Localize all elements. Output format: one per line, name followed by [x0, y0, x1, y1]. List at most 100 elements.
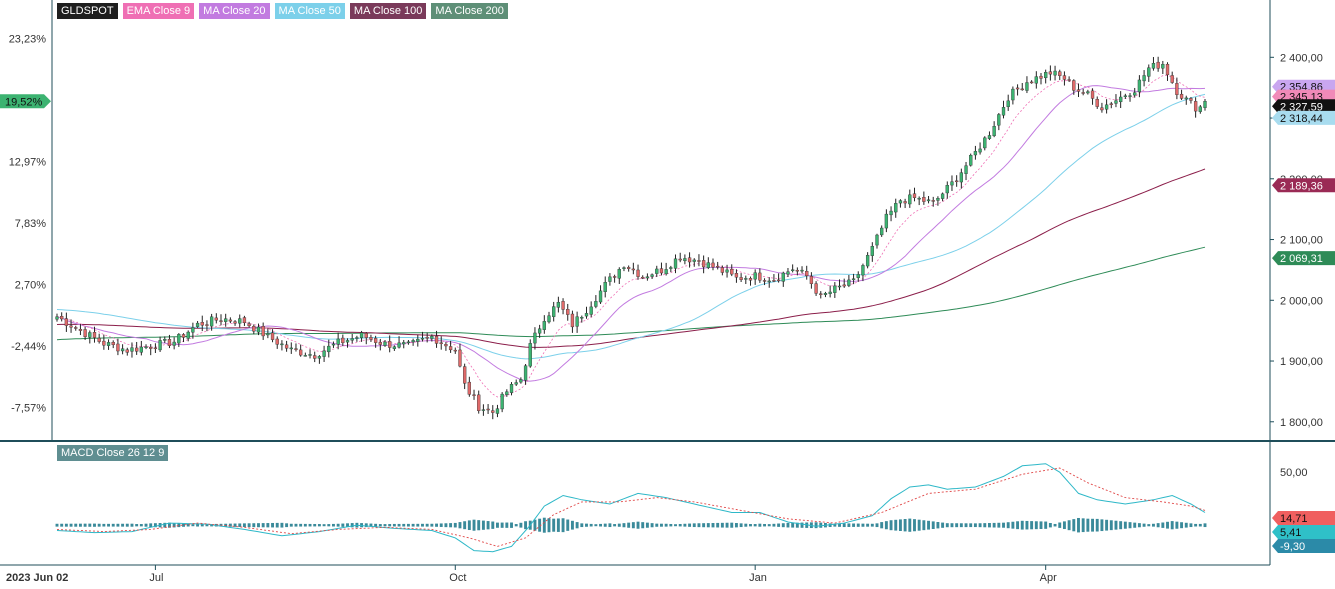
macd-histogram-bar: [228, 523, 232, 527]
macd-histogram-bar: [683, 523, 687, 527]
candle: [645, 273, 650, 281]
candle-body-down: [734, 273, 739, 278]
candle: [205, 320, 209, 332]
legend-ma20[interactable]: MA Close 20: [199, 3, 270, 19]
candle-body-down: [1090, 90, 1095, 99]
candle: [959, 168, 963, 189]
legend-ma50[interactable]: MA Close 50: [274, 3, 345, 19]
macd-histogram-bar: [688, 523, 692, 527]
candle: [566, 303, 570, 321]
candle: [950, 175, 954, 191]
candle-body-down: [1179, 93, 1184, 99]
candle-body-up: [556, 302, 561, 308]
macd-histogram-bar: [720, 522, 724, 528]
candle: [594, 295, 598, 309]
macd-histogram-bar: [772, 523, 776, 527]
macd-histogram-bar: [664, 523, 668, 527]
macd-histogram-bar: [903, 519, 907, 532]
macd-histogram-bar: [294, 523, 298, 527]
ma200-value-label: 2 069,31: [1280, 253, 1323, 265]
macd-histogram-bar: [641, 522, 645, 529]
candle: [969, 153, 973, 167]
macd-histogram-bar: [599, 523, 602, 527]
macd-histogram-bar: [1180, 522, 1184, 529]
macd-histogram-bar: [505, 522, 509, 528]
candle: [983, 136, 987, 151]
macd-histogram-bar: [60, 523, 64, 527]
candle: [214, 313, 218, 324]
macd-histogram-bar: [1067, 520, 1071, 531]
ma200-line: [56, 246, 1206, 341]
candle-body-up: [997, 114, 1001, 126]
candle: [711, 258, 715, 271]
candle-body-up: [973, 151, 978, 156]
candle: [1189, 97, 1193, 104]
candle: [1053, 65, 1057, 81]
candle-body-up: [589, 306, 593, 315]
candle-body-down: [242, 317, 247, 324]
candle: [912, 187, 917, 202]
candle: [373, 335, 378, 348]
macd-histogram-bar: [402, 523, 406, 527]
candle-body-down: [83, 329, 87, 337]
candle: [767, 277, 771, 288]
macd-histogram-bar: [1025, 520, 1029, 530]
candle-body-up: [650, 274, 654, 277]
candle: [167, 334, 172, 349]
candle: [1020, 83, 1024, 91]
candle: [627, 265, 631, 272]
right-tick-label: 2 100,00: [1280, 235, 1323, 247]
candle: [1198, 104, 1202, 114]
macd-histogram-bar: [1030, 521, 1034, 530]
macd-histogram-bar: [177, 523, 181, 528]
candle-body-up: [847, 279, 851, 286]
candle-body-down: [1109, 103, 1113, 105]
candle-body-up: [1001, 107, 1006, 116]
macd-histogram-bar: [1133, 522, 1137, 528]
candle-body-down: [74, 327, 78, 329]
ma200-value-badge: [1272, 251, 1335, 266]
candle: [1128, 92, 1132, 102]
left-tick-label: 12,97%: [9, 156, 47, 168]
candle-body-down: [369, 337, 373, 340]
candle-body-down: [931, 200, 935, 202]
candle-body-down: [284, 344, 289, 349]
candle-body-down: [1058, 71, 1062, 76]
candle: [1156, 56, 1160, 72]
macd-legend[interactable]: MACD Close 26 12 9: [57, 445, 169, 461]
candle-body-up: [598, 290, 603, 303]
candle: [1114, 94, 1118, 108]
macd-histogram-bar: [93, 523, 96, 527]
candle: [687, 252, 692, 268]
candle: [523, 364, 528, 385]
ma100-value-label: 2 189,36: [1280, 180, 1323, 192]
candle-body-down: [463, 366, 467, 384]
macd-histogram-bar: [69, 523, 73, 527]
candle-body-down: [425, 337, 429, 339]
legend-ma200[interactable]: MA Close 200: [431, 3, 508, 19]
candle: [1109, 101, 1113, 109]
macd-histogram-bar: [955, 523, 959, 528]
candle-body-up: [645, 276, 650, 279]
macd-histogram-bar: [252, 523, 256, 528]
macd-histogram-bar: [983, 523, 987, 528]
candle-body-down: [814, 283, 818, 294]
macd-histogram-bar: [1194, 523, 1198, 527]
candle: [266, 328, 270, 339]
candle: [275, 336, 279, 349]
legend-ma100[interactable]: MA Close 100: [349, 3, 427, 19]
legend-symbol[interactable]: GLDSPOT: [57, 3, 118, 19]
macd-histogram-bar: [1156, 523, 1160, 528]
macd-histogram-bar: [1062, 521, 1066, 530]
candle: [1044, 69, 1048, 84]
macd-histogram-bar: [992, 522, 996, 528]
candle-body-down: [299, 349, 303, 356]
macd-histogram-bar: [425, 523, 429, 527]
candle: [467, 376, 471, 397]
candle-body-down: [491, 410, 495, 413]
candle: [341, 334, 345, 347]
macd-histogram-bar: [1016, 521, 1020, 530]
candle: [617, 267, 621, 284]
legend-ema9[interactable]: EMA Close 9: [122, 3, 195, 19]
